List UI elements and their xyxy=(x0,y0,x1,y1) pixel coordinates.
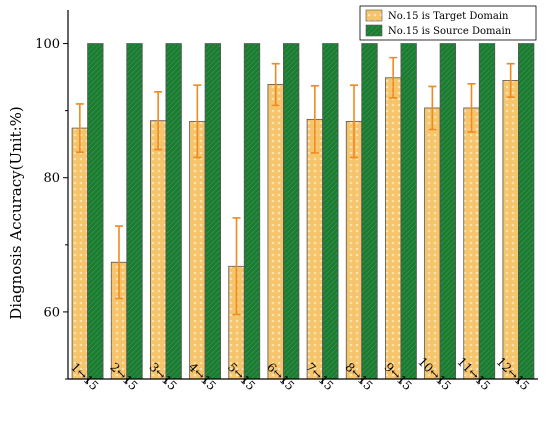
error-bar-6 xyxy=(271,62,280,107)
bar-source-1 xyxy=(87,43,104,380)
bar-source-9 xyxy=(400,43,417,380)
bar-target-3 xyxy=(150,120,167,380)
error-bar-8 xyxy=(350,84,358,159)
bar-source-6 xyxy=(283,43,300,380)
y-tick-label-60: 60 xyxy=(43,305,60,320)
error-bar-2 xyxy=(115,225,123,300)
error-bar-3 xyxy=(154,91,163,151)
bar-target-11 xyxy=(463,107,480,380)
error-bar-10 xyxy=(428,85,437,131)
bar-source-8 xyxy=(361,43,378,380)
bar-target-6 xyxy=(267,84,284,380)
y-axis-label: Diagnosis Accuracy(Unit:%) xyxy=(7,106,25,319)
bar-source-10 xyxy=(439,43,456,380)
bar-target-9 xyxy=(385,77,402,380)
bar-source-7 xyxy=(322,43,339,380)
legend-label-target: No.15 is Target Domain xyxy=(388,11,509,22)
error-bar-4 xyxy=(193,84,202,159)
bar-source-3 xyxy=(165,43,182,380)
bar-target-4 xyxy=(189,120,206,380)
error-bar-7 xyxy=(310,85,319,154)
plot-area xyxy=(71,43,535,380)
bar-target-1 xyxy=(71,127,88,380)
legend-swatch-target xyxy=(365,9,383,22)
legend-swatch-source xyxy=(365,24,383,37)
y-tick-label-80: 80 xyxy=(43,171,60,186)
legend: No.15 is Target Domain No.15 is Source D… xyxy=(359,5,537,41)
legend-frame xyxy=(359,5,537,41)
error-bar-9 xyxy=(389,56,398,99)
error-bar-1 xyxy=(75,103,84,154)
bar-source-4 xyxy=(204,43,221,380)
bar-target-8 xyxy=(345,120,363,380)
error-bar-5 xyxy=(232,217,241,316)
bar-source-2 xyxy=(126,43,143,380)
bar-target-7 xyxy=(306,118,323,380)
bar-source-12 xyxy=(518,43,535,380)
bar-target-12 xyxy=(502,80,519,380)
y-tick-label-100: 100 xyxy=(35,37,60,52)
bar-source-11 xyxy=(478,43,496,380)
bar-target-10 xyxy=(424,107,441,380)
bar-source-5 xyxy=(243,43,261,380)
error-bar-12 xyxy=(506,62,515,99)
legend-label-source: No.15 is Source Domain xyxy=(388,26,512,37)
error-bar-11 xyxy=(467,83,476,133)
